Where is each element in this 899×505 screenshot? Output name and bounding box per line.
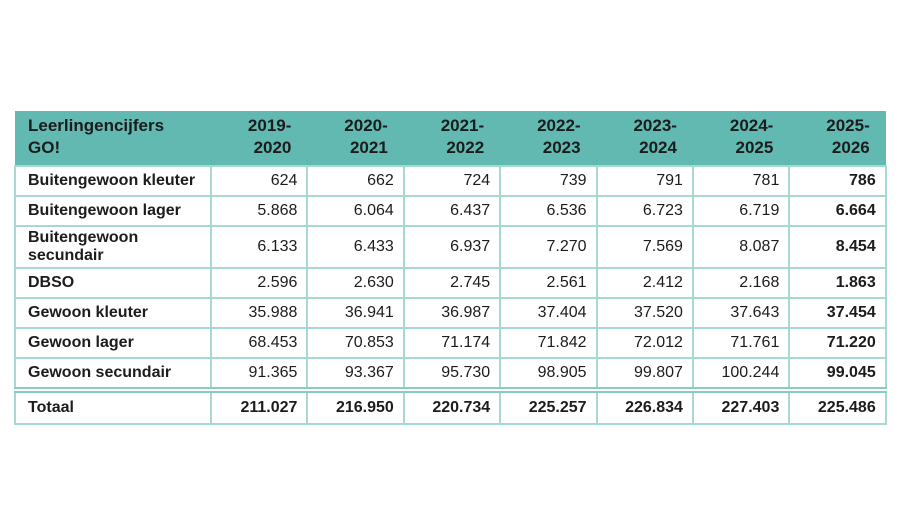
value-cell: 95.730 [402,356,502,391]
value-cell: 786 [788,164,887,197]
value-cell: 99.807 [595,356,694,391]
value-cell: 71.761 [691,326,791,359]
value-cell: 8.454 [788,224,887,269]
students-table: Leerlingencijfers GO! 2019- 2020 2020- 2021… [14,111,887,425]
year-column-header: 2025- 2026 [789,111,886,166]
value-cell: 37.643 [691,296,791,329]
value-cell: 226.834 [595,386,694,425]
value-cell: 36.987 [402,296,502,329]
value-cell: 220.734 [402,386,502,425]
value-cell: 2.596 [209,266,309,299]
value-cell: 8.087 [691,224,791,269]
table-row: DBSO 2.596 2.630 2.745 2.561 2.412 2.168 1.863 [14,266,887,299]
value-cell: 100.244 [691,356,791,391]
value-cell: 37.404 [499,296,598,329]
table-title: Leerlingencijfers GO! [15,111,211,166]
row-label: Gewoon kleuter [14,296,212,329]
value-cell: 93.367 [306,356,405,391]
total-row: Totaal 211.027 216.950 220.734 225.257 226.83… [14,386,887,425]
value-cell: 2.561 [499,266,598,299]
value-cell: 68.453 [209,326,309,359]
value-cell: 225.257 [499,386,598,425]
value-cell: 72.012 [595,326,694,359]
value-cell: 7.270 [499,224,598,269]
value-cell: 35.988 [209,296,309,329]
year-column-header: 2023- 2024 [596,111,693,166]
row-label: Gewoon secundair [14,356,212,391]
year-column-header: 2019- 2020 [211,111,308,166]
total-row-label: Totaal [14,386,212,425]
value-cell: 6.723 [595,194,694,227]
value-cell: 5.868 [209,194,309,227]
value-cell: 2.168 [691,266,791,299]
value-cell: 6.133 [209,224,309,269]
year-column-header: 2022- 2023 [500,111,597,166]
value-cell: 70.853 [306,326,405,359]
value-cell: 1.863 [788,266,887,299]
value-cell: 37.520 [595,296,694,329]
row-label: Buitengewoon secundair [14,224,212,269]
value-cell: 2.745 [402,266,502,299]
value-cell: 2.630 [306,266,405,299]
year-column-header: 2024- 2025 [692,111,790,166]
row-label: DBSO [14,266,212,299]
table-header-row: Leerlingencijfers GO! 2019- 2020 2020- 2021… [15,111,886,166]
value-cell: 37.454 [788,296,887,329]
table-title-line2: GO! [28,138,61,158]
table-row: Buitengewoon secundair 6.133 6.433 6.937 7.2… [14,224,887,269]
value-cell: 2.412 [595,266,694,299]
table-row: Buitengewoon kleuter 624 662 724 739 791 781 78… [14,164,887,197]
value-cell: 211.027 [209,386,309,425]
table-row: Gewoon kleuter 35.988 36.941 36.987 37.404 37… [14,296,887,329]
table-title-line1: Leerlingencijfers [28,116,165,135]
value-cell: 225.486 [788,386,887,425]
value-cell: 724 [402,164,502,197]
value-cell: 6.937 [402,224,502,269]
value-cell: 6.719 [691,194,791,227]
value-cell: 662 [306,164,405,197]
value-cell: 6.536 [499,194,598,227]
row-label: Buitengewoon lager [14,194,212,227]
year-column-header: 2021- 2022 [403,111,501,166]
value-cell: 781 [691,164,791,197]
table-row: Buitengewoon lager 5.868 6.064 6.437 6.536 6.… [14,194,887,227]
value-cell: 6.437 [402,194,502,227]
value-cell: 99.045 [788,356,887,391]
value-cell: 216.950 [306,386,405,425]
row-label: Buitengewoon kleuter [14,164,212,197]
value-cell: 36.941 [306,296,405,329]
row-label: Gewoon lager [14,326,212,359]
table-row: Gewoon secundair 91.365 93.367 95.730 98.905… [14,356,887,391]
value-cell: 791 [595,164,694,197]
year-column-header: 2020- 2021 [307,111,404,166]
value-cell: 739 [499,164,598,197]
value-cell: 6.433 [306,224,405,269]
value-cell: 91.365 [209,356,309,391]
value-cell: 6.664 [788,194,887,227]
value-cell: 71.174 [402,326,502,359]
value-cell: 227.403 [691,386,791,425]
value-cell: 71.842 [499,326,598,359]
value-cell: 98.905 [499,356,598,391]
value-cell: 6.064 [306,194,405,227]
value-cell: 7.569 [595,224,694,269]
table-row: Gewoon lager 68.453 70.853 71.174 71.842 72.0… [14,326,887,359]
value-cell: 71.220 [788,326,887,359]
value-cell: 624 [209,164,309,197]
